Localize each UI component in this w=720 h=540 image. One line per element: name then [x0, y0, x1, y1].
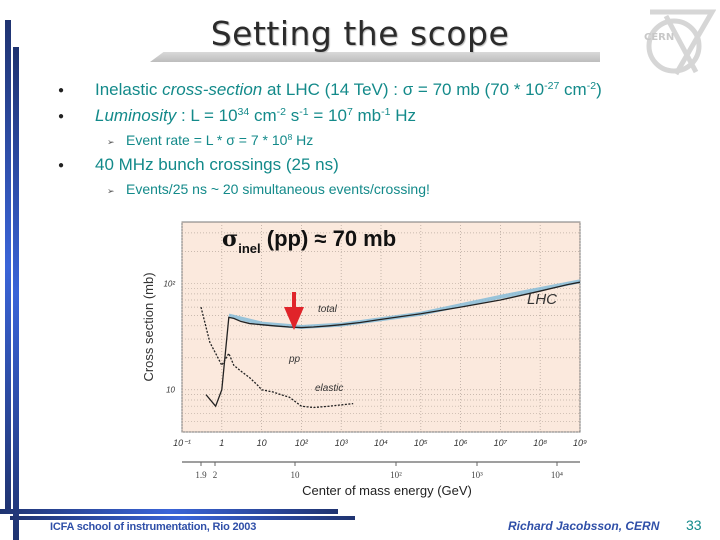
x-tick-label: 10⁹: [573, 438, 587, 448]
title-underline: [150, 52, 600, 62]
page-number: 33: [686, 517, 702, 533]
secondary-x-tick-label: 10: [291, 470, 301, 480]
chart-title: σinel (pp) ≈ 70 mb: [222, 226, 396, 256]
bottom-decor-bar-lower: [10, 516, 355, 520]
bottom-decor-bar-upper: [0, 509, 338, 514]
x-tick-label: 10⁵: [414, 438, 428, 448]
sub-bullet-event-rate: Event rate = L * σ = 7 * 108 Hz: [126, 132, 314, 148]
secondary-x-tick-label: 1.9: [195, 470, 207, 480]
svg-text:elastic: elastic: [315, 383, 343, 394]
bullet-cross-section: Inelastic cross-section at LHC (14 TeV) …: [95, 80, 602, 99]
sub-bullet-arrow-icon: ➢: [107, 186, 115, 196]
x-axis-label: Center of mass energy (GeV): [302, 483, 472, 498]
y-axis-label: Cross section (mb): [141, 272, 156, 381]
x-tick-label: 10⁷: [494, 438, 508, 448]
bullet-icon: ●: [58, 111, 65, 122]
secondary-x-tick-label: 10³: [471, 470, 483, 480]
series-total: [205, 281, 581, 408]
bullet-luminosity: Luminosity : L = 1034 cm-2 s-1 = 107 mb-…: [95, 106, 417, 125]
secondary-x-tick-label: 10²: [390, 470, 402, 480]
y-tick-label: 10²: [163, 280, 175, 289]
x-tick-label: 10³: [335, 438, 349, 448]
x-tick-label: 10⁶: [454, 438, 468, 448]
svg-text:CERN: CERN: [644, 32, 674, 43]
secondary-x-tick-label: 2: [213, 470, 218, 480]
minimum-arrow-icon: [284, 307, 304, 330]
svg-text:total: total: [318, 304, 338, 315]
sub-bullet-arrow-icon: ➢: [107, 137, 115, 147]
left-decor-bar-inner: [13, 47, 19, 540]
x-tick-label: 10⁻¹: [173, 438, 191, 448]
x-tick-label: 10: [257, 438, 267, 448]
x-tick-label: 10²: [295, 438, 309, 448]
x-tick-label: 10⁴: [374, 438, 388, 448]
slide-title: Setting the scope: [210, 14, 510, 53]
svg-text:pp: pp: [288, 354, 301, 365]
x-tick-label: 10⁸: [533, 438, 547, 448]
series-elastic: [200, 306, 354, 409]
secondary-x-tick-label: 10⁴: [551, 470, 563, 480]
footer-author: Richard Jacobsson, CERN: [508, 519, 660, 533]
sub-bullet-events-per-crossing: Events/25 ns ~ 20 simultaneous events/cr…: [126, 181, 430, 197]
cern-logo-icon: CERN: [644, 9, 716, 76]
bullet-icon: ●: [58, 85, 65, 96]
bullet-icon: ●: [58, 160, 65, 171]
bullet-bunch-crossings: 40 MHz bunch crossings (25 ns): [95, 155, 339, 174]
left-decor-bar-outer: [5, 20, 11, 513]
footer-event: ICFA school of instrumentation, Rio 2003: [50, 521, 257, 533]
lhc-label: LHC: [527, 291, 557, 308]
x-tick-label: 1: [219, 438, 224, 448]
y-tick-label: 10: [166, 386, 175, 395]
